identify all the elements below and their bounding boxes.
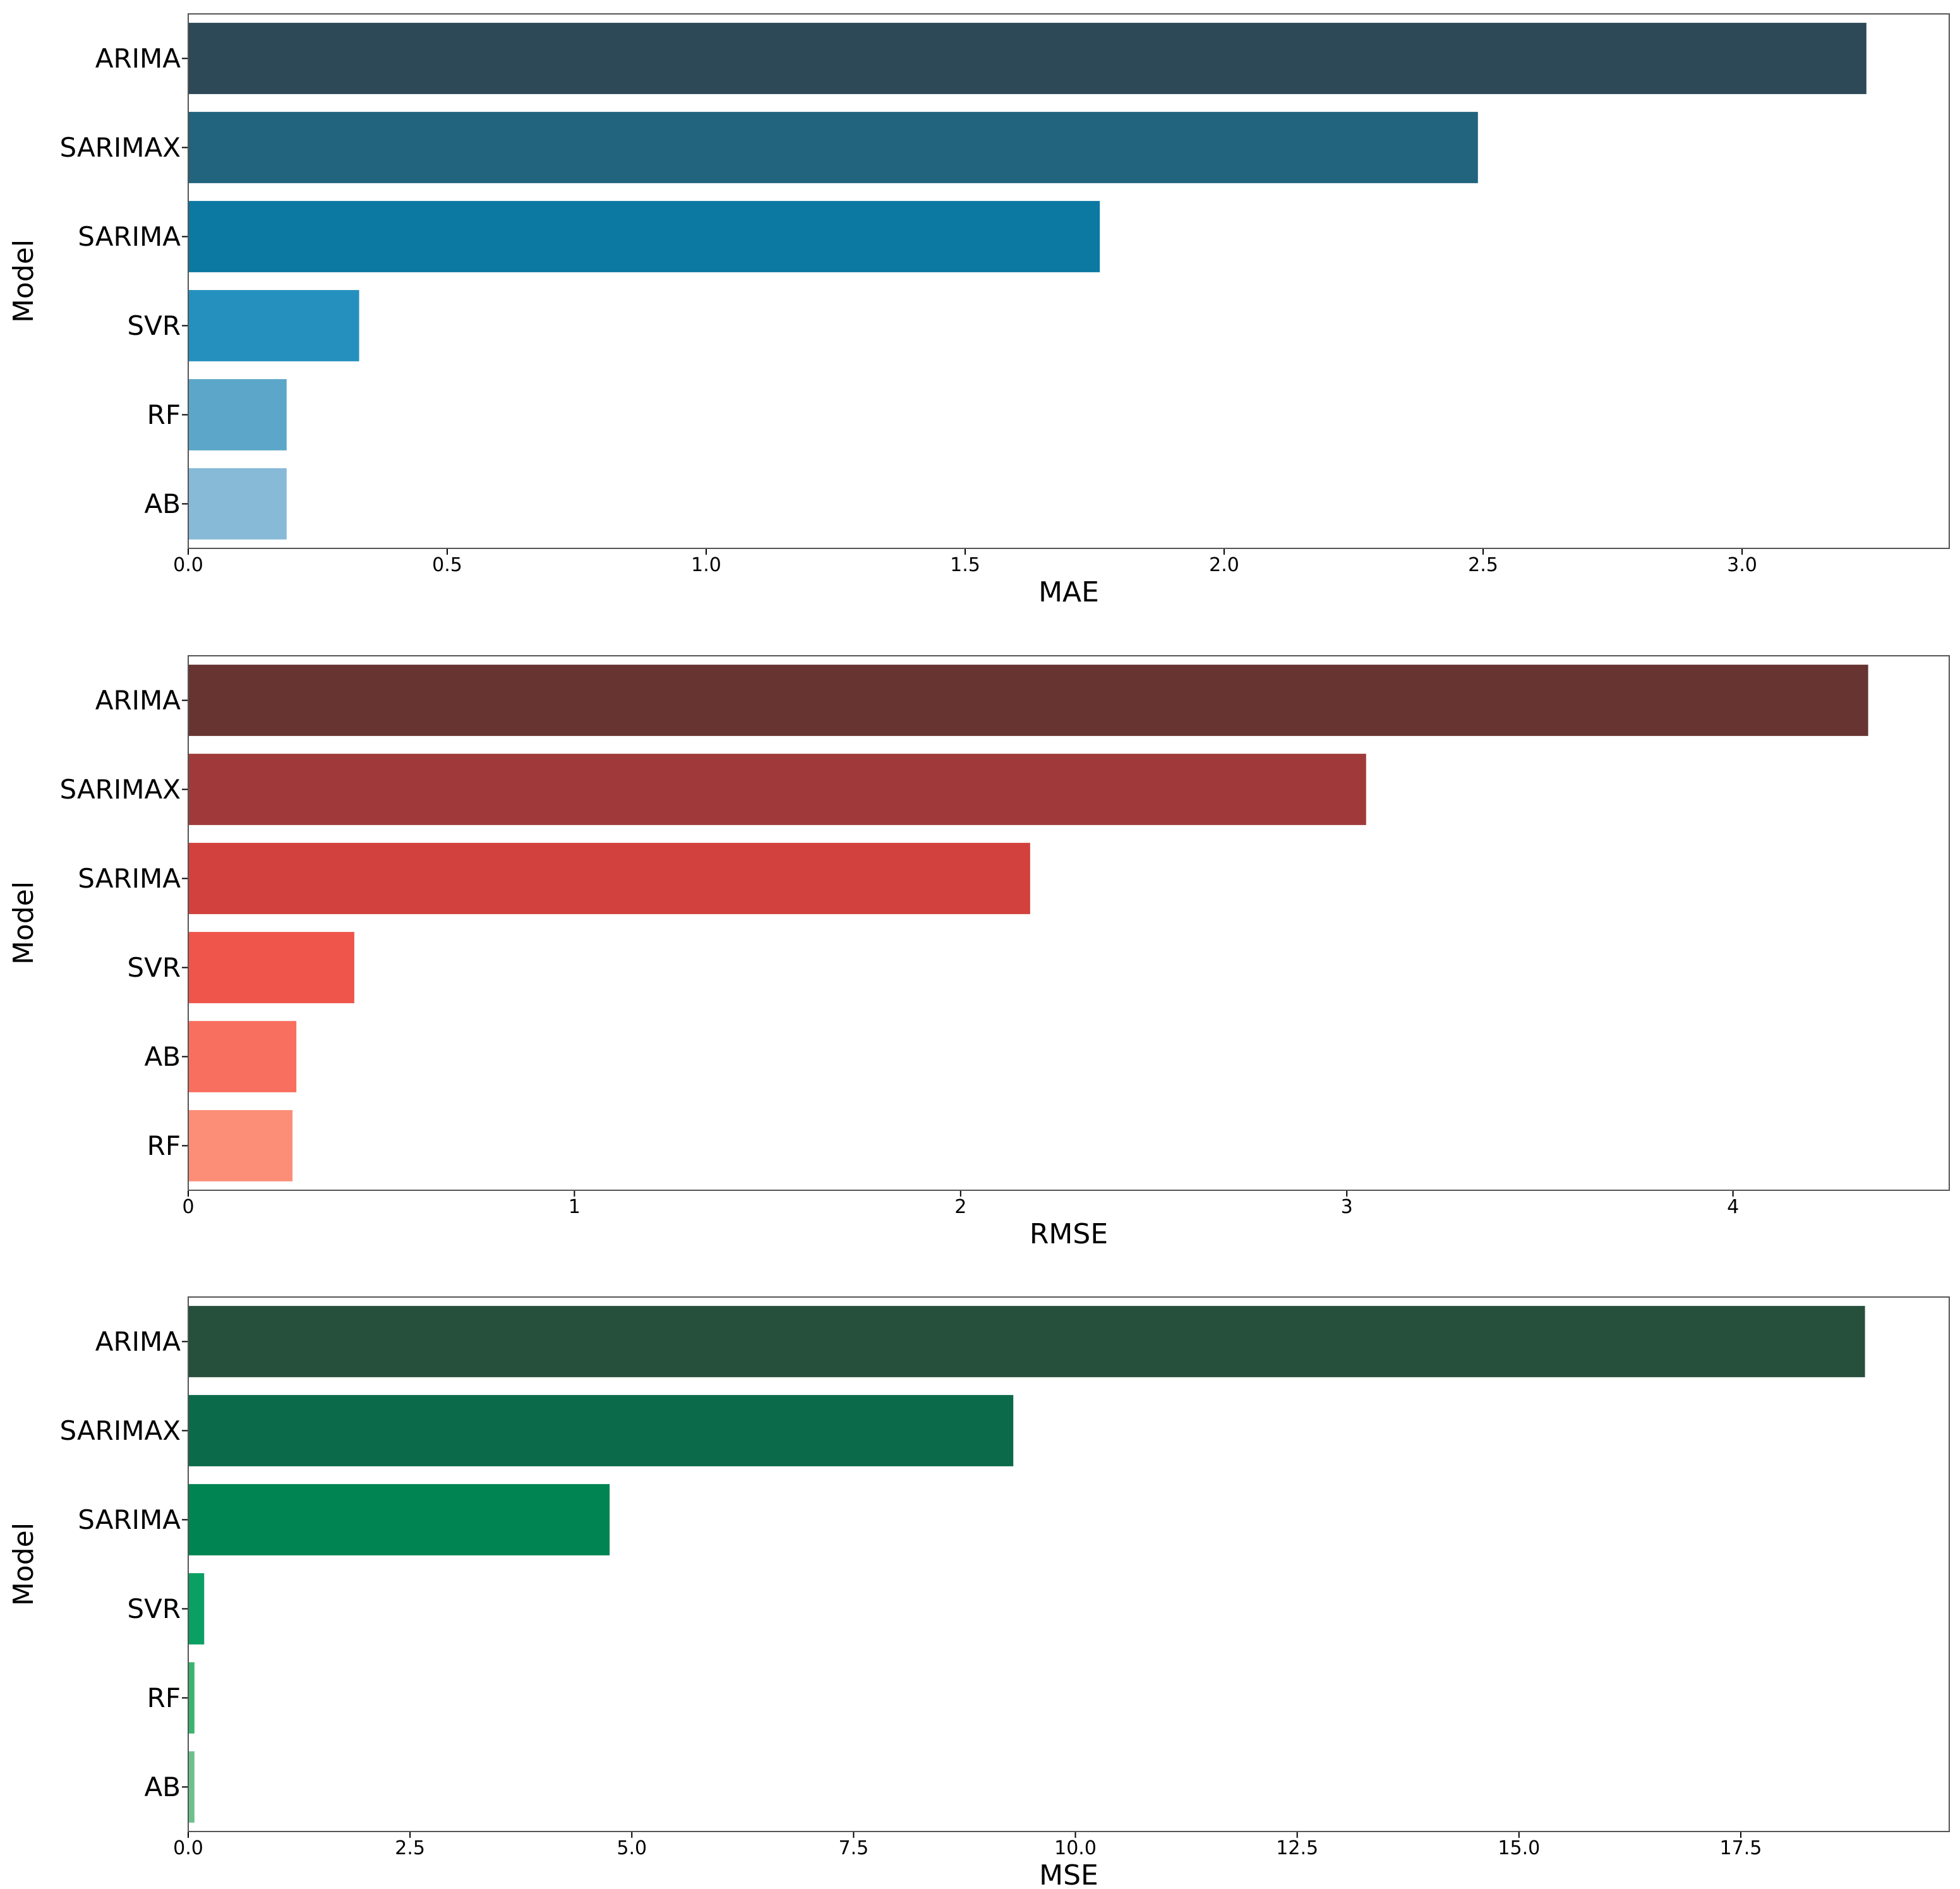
bar-sarimax: [188, 112, 1478, 183]
y-axis-title: Model: [8, 1523, 40, 1606]
y-tick-label: SARIMAX: [60, 132, 181, 163]
y-tick-label: SARIMA: [78, 863, 181, 894]
y-axis-title: Model: [8, 881, 40, 965]
x-axis-title: MAE: [1038, 576, 1099, 608]
bar-sarima: [188, 843, 1030, 914]
x-axis-title: MSE: [1039, 1859, 1098, 1889]
x-tick-label: 1: [568, 1196, 580, 1218]
bar-svr: [188, 290, 359, 361]
x-tick-label: 7.5: [839, 1837, 869, 1859]
x-tick-label: 4: [1727, 1196, 1739, 1218]
y-tick-label: RF: [147, 399, 181, 430]
x-tick-label: 0.5: [432, 554, 462, 576]
x-tick-label: 1.0: [691, 554, 721, 576]
y-tick-label: AB: [144, 488, 181, 519]
x-axis-title: RMSE: [1030, 1218, 1108, 1250]
bar-arima: [188, 1306, 1865, 1377]
x-tick-label: 2.5: [1468, 554, 1498, 576]
bar-sarimax: [188, 1395, 1014, 1466]
x-tick-label: 15.0: [1498, 1837, 1540, 1859]
bar-arima: [188, 23, 1867, 94]
mse-panel: ARIMA SARIMAX SARIMA SVR RF AB 0.0 2.5 5.0 7.5 10.…: [8, 1296, 1950, 1889]
bar-ab: [188, 1021, 297, 1092]
bar-sarimax: [188, 754, 1366, 825]
mae-panel: ARIMA SARIMAX SARIMA SVR RF AB 0.0 0.5 1.0 1.5 2.0…: [8, 13, 1950, 608]
bar-sarima: [188, 1484, 610, 1555]
y-axis-title: Model: [8, 239, 40, 323]
y-tick-label: SARIMA: [78, 1504, 181, 1535]
y-tick-label: SVR: [127, 952, 181, 983]
bar-ab: [188, 468, 287, 540]
bar-rf: [188, 1662, 195, 1734]
y-tick-label: RF: [147, 1682, 181, 1713]
y-tick-label: ARIMA: [95, 685, 181, 716]
bar-rf: [188, 1110, 293, 1181]
bar-svr: [188, 1573, 205, 1645]
y-tick-label: SVR: [127, 1593, 181, 1624]
y-tick-label: SARIMAX: [60, 1415, 181, 1446]
axes-frame: [188, 655, 1950, 1191]
bar-sarima: [188, 201, 1100, 272]
rmse-panel: ARIMA SARIMAX SARIMA SVR AB RF 0 1 2 3 4 RMSE Model: [8, 655, 1950, 1250]
x-tick-label: 0.0: [173, 554, 203, 576]
y-tick-label: RF: [147, 1130, 181, 1161]
axes-frame: [188, 1296, 1950, 1832]
y-tick-label: AB: [144, 1041, 181, 1072]
x-tick-label: 1.5: [950, 554, 980, 576]
x-tick-label: 3.0: [1727, 554, 1757, 576]
x-tick-label: 5.0: [616, 1837, 647, 1859]
y-tick-label: SVR: [127, 310, 181, 341]
y-tick-label: ARIMA: [95, 43, 181, 74]
x-tick-label: 12.5: [1276, 1837, 1318, 1859]
bar-svr: [188, 932, 354, 1003]
x-tick-label: 2: [954, 1196, 966, 1218]
x-tick-label: 0: [182, 1196, 194, 1218]
y-tick-label: SARIMAX: [60, 774, 181, 805]
x-tick-label: 2.0: [1209, 554, 1239, 576]
x-tick-label: 17.5: [1720, 1837, 1762, 1859]
x-tick-label: 10.0: [1054, 1837, 1097, 1859]
x-tick-label: 2.5: [395, 1837, 425, 1859]
y-tick-label: SARIMA: [78, 221, 181, 252]
y-tick-label: ARIMA: [95, 1326, 181, 1357]
axes-frame: [188, 13, 1950, 549]
y-tick-label: AB: [144, 1771, 181, 1802]
bar-ab: [188, 1751, 195, 1823]
bar-arima: [188, 665, 1868, 736]
bar-rf: [188, 379, 287, 450]
x-tick-label: 3: [1341, 1196, 1353, 1218]
x-tick-label: 0.0: [173, 1837, 203, 1859]
